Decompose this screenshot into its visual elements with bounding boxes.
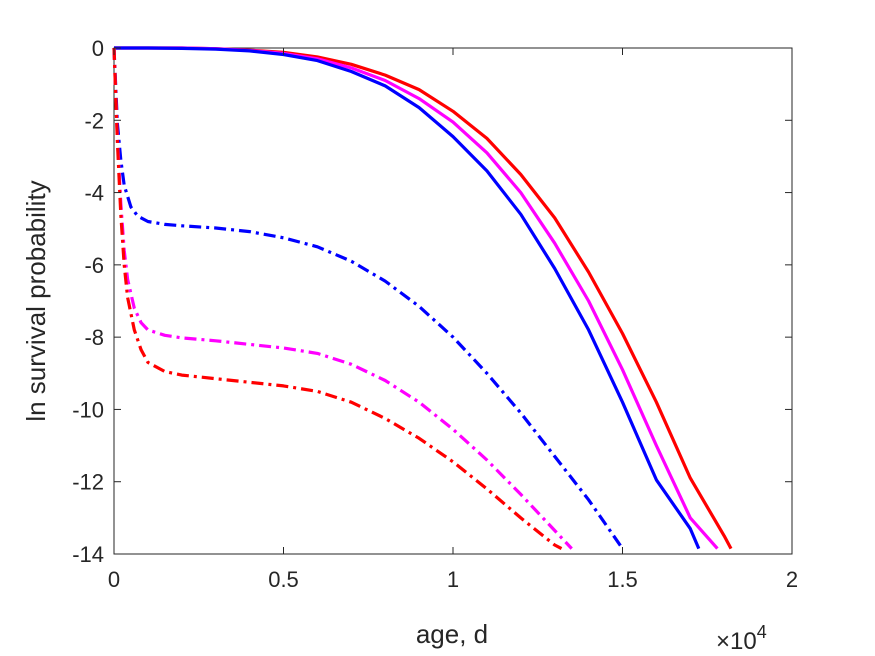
plot-frame: [113, 47, 793, 555]
series-line-5-dashdot: [112, 47, 573, 550]
series-line-4-dashdot: [112, 47, 624, 550]
x-axis-label: age, d: [416, 619, 488, 649]
y-tick-label: -4: [84, 181, 104, 206]
x-axis-exponent-power: 4: [757, 622, 767, 642]
y-tick-label: -12: [72, 470, 104, 495]
x-tick-label: 0: [108, 567, 120, 592]
x-axis-exponent: ×104: [716, 622, 767, 655]
ticks-layer: 0 0.5 1 1.5 2 0 -2 -4 -6 -8 -10 -12 -14: [72, 36, 798, 592]
plot-area: [113, 47, 793, 555]
series-line-3-solid: [114, 46, 701, 550]
x-tick-label: 0.5: [268, 567, 299, 592]
x-tick-label: 1: [447, 567, 459, 592]
y-axis-label: ln survival probability: [21, 180, 51, 421]
series-layer: [112, 46, 733, 551]
y-tick-label: 0: [92, 36, 104, 61]
y-tick-label: -6: [84, 253, 104, 278]
y-tick-label: -8: [84, 325, 104, 350]
y-tick-label: -10: [72, 397, 104, 422]
series-line-6-dashdot: [112, 47, 563, 551]
y-tick-label: -14: [72, 542, 104, 567]
y-tick-label: -2: [84, 108, 104, 133]
x-tick-label: 1.5: [607, 567, 638, 592]
x-tick-label: 2: [786, 567, 798, 592]
x-axis-exponent-base: ×10: [716, 628, 757, 655]
